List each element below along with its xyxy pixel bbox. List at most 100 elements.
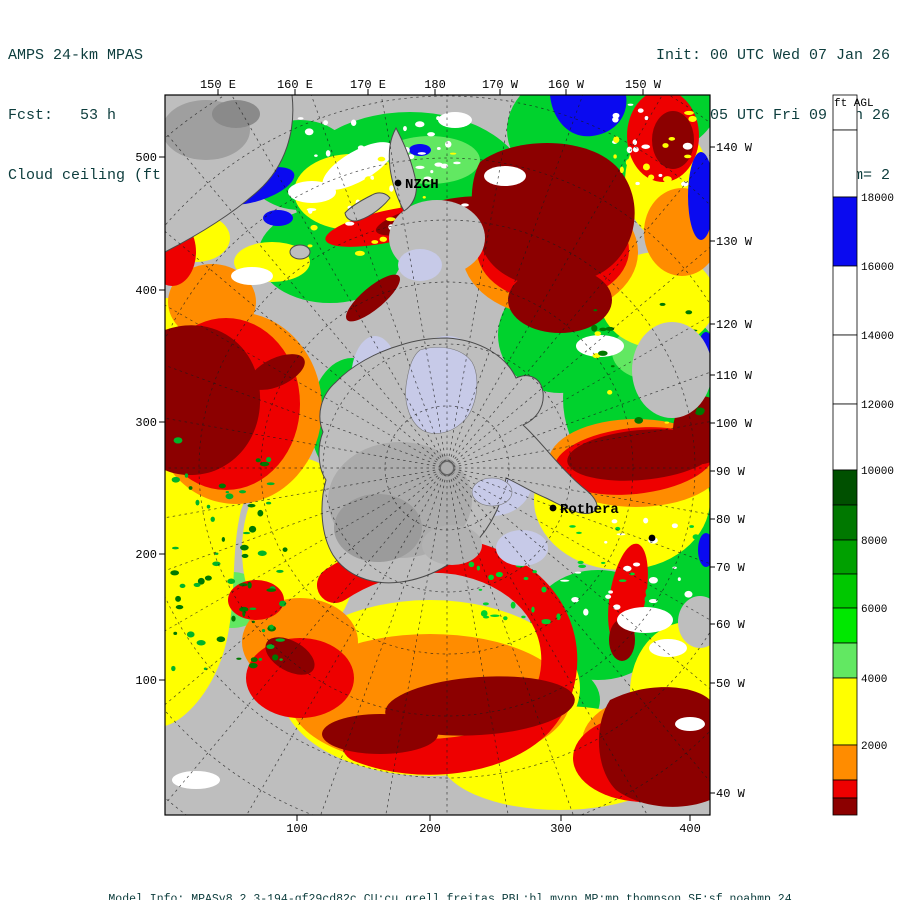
- colorbar: 18000 16000 14000 12000 10000 8000 6000 4000 200…: [832, 94, 894, 816]
- cloud-speck: [345, 221, 355, 226]
- cloud-speck: [480, 610, 488, 617]
- cloud-speck: [495, 571, 503, 578]
- meridian-line: [165, 230, 443, 465]
- cloud-speck: [423, 176, 432, 181]
- cloud-speck: [604, 540, 608, 544]
- cloud-speck: [445, 140, 452, 148]
- axis-label-left: 100: [135, 674, 157, 688]
- cloud-region: [550, 95, 627, 137]
- cloud-region: [322, 714, 438, 754]
- cloud-speck: [297, 117, 304, 120]
- colorbar-cell: [832, 539, 858, 575]
- cloud-speck: [188, 486, 193, 490]
- axis-label-top: 170 E: [350, 78, 386, 92]
- cloud-speck: [634, 417, 644, 424]
- meridian-line: [380, 95, 447, 463]
- cloud-speck: [304, 128, 314, 136]
- meridian-line: [165, 471, 443, 706]
- cloud-speck: [599, 327, 607, 332]
- meridian-line: [310, 95, 446, 463]
- colorbar-label: 14000: [861, 331, 894, 343]
- axis-label-right: 60 W: [716, 618, 746, 632]
- cloud-speck: [247, 581, 252, 589]
- cloud-speck: [259, 461, 270, 467]
- meridian-line: [165, 470, 442, 632]
- cloud-speck: [643, 517, 649, 524]
- cloud-speck: [350, 119, 357, 126]
- station-marker: [549, 504, 557, 512]
- axis-label-top: 160 W: [548, 78, 585, 92]
- cloud-speck: [661, 619, 666, 627]
- cloud-speck: [641, 144, 651, 149]
- axis-label-bottom: 200: [419, 822, 441, 836]
- cloud-speck: [193, 582, 201, 588]
- cloud-speck: [595, 593, 602, 596]
- cloud-speck: [598, 350, 608, 356]
- station-marker: [394, 179, 402, 187]
- meridian-line: [165, 417, 442, 468]
- cloud-speck: [608, 590, 613, 594]
- cloud-speck: [247, 503, 256, 508]
- cloud-speck: [371, 240, 379, 244]
- colorbar-cell: [832, 779, 858, 799]
- cloud-region: [484, 166, 526, 186]
- meridian-line: [448, 95, 584, 463]
- colorbar-title: ft AGL: [834, 98, 874, 110]
- meridian-line: [450, 472, 710, 782]
- cloud-region: [288, 181, 336, 203]
- cloud-speck: [370, 175, 374, 180]
- cloud-region: [322, 142, 394, 190]
- cloud-speck: [279, 600, 287, 607]
- meridian-line: [246, 473, 445, 815]
- ice-shelf: [471, 477, 513, 507]
- cloud-speck: [386, 217, 396, 222]
- cloud-speck: [629, 316, 639, 320]
- cloud-speck: [607, 390, 613, 395]
- cloud-speck: [521, 615, 526, 619]
- cloud-speck: [307, 244, 313, 248]
- cloud-speck: [355, 185, 361, 193]
- cloud-speck: [658, 173, 663, 177]
- meridian-line: [447, 473, 509, 815]
- cloud-speck: [692, 534, 700, 540]
- cloud-speck: [645, 588, 649, 596]
- cloud-speck: [594, 331, 602, 336]
- cloud-speck: [488, 574, 494, 580]
- cloud-speck: [333, 184, 339, 189]
- colorbar-cell: [832, 265, 858, 336]
- sea-ice: [496, 530, 548, 566]
- cloud-speck: [635, 181, 640, 186]
- meridian-line: [451, 246, 710, 465]
- cloud-speck: [648, 599, 658, 604]
- axis-label-right: 40 W: [716, 787, 746, 801]
- cloud-speck: [682, 301, 692, 308]
- cloud-speck: [577, 560, 584, 565]
- axis-label-right: 120 W: [716, 318, 753, 332]
- cloud-region: [675, 717, 705, 731]
- cloud-speck: [279, 658, 283, 661]
- cloud-speck: [608, 576, 613, 582]
- cloud-speck: [648, 174, 655, 181]
- cloud-speck: [238, 490, 247, 494]
- axis-label-right: 130 W: [716, 235, 753, 249]
- cloud-region: [265, 637, 315, 675]
- cloud-speck: [619, 166, 624, 174]
- cloud-speck: [684, 110, 694, 115]
- cloud-speck: [648, 576, 658, 584]
- cloud-speck: [653, 319, 663, 325]
- cloud-speck: [272, 654, 279, 661]
- cloud-region: [438, 112, 472, 128]
- cloud-speck: [171, 665, 176, 672]
- meridian-line: [452, 470, 710, 621]
- meridian-line: [165, 364, 442, 467]
- cloud-speck: [605, 326, 615, 331]
- cloud-speck: [218, 483, 226, 489]
- cloud-speck: [221, 537, 226, 542]
- cloud-speck: [688, 115, 697, 122]
- cloud-speck: [578, 564, 587, 569]
- cloud-speck: [341, 201, 346, 208]
- cloud-speck: [583, 608, 589, 616]
- colorbar-cell: [832, 642, 858, 679]
